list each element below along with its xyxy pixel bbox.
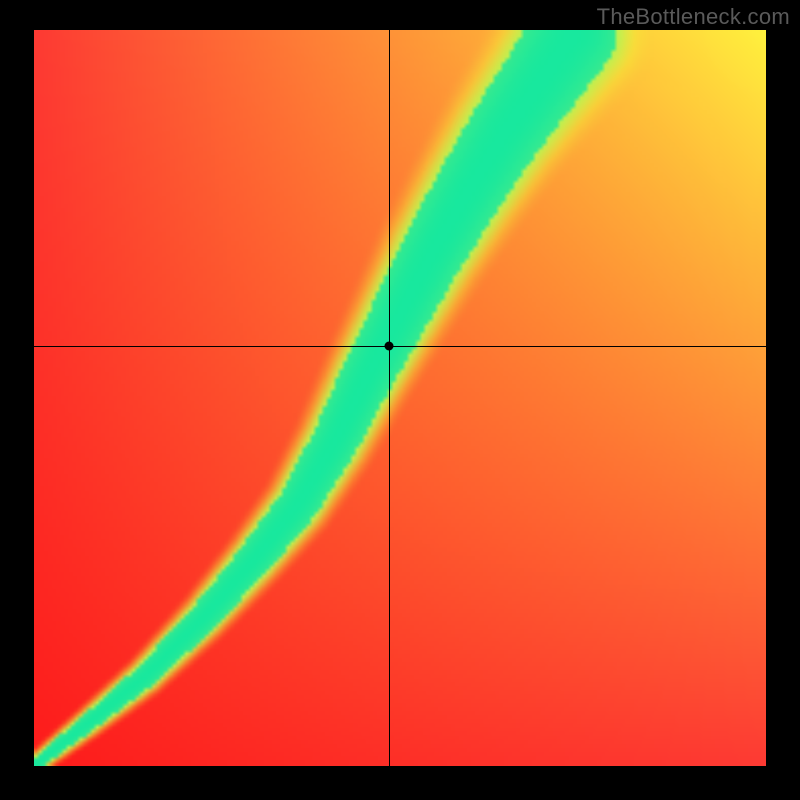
plot-area: [34, 30, 766, 766]
chart-container: TheBottleneck.com: [0, 0, 800, 800]
crosshair-horizontal: [34, 346, 766, 347]
crosshair-dot: [385, 342, 394, 351]
crosshair-vertical: [389, 30, 390, 766]
watermark-text: TheBottleneck.com: [597, 4, 790, 30]
heatmap-canvas: [34, 30, 766, 766]
